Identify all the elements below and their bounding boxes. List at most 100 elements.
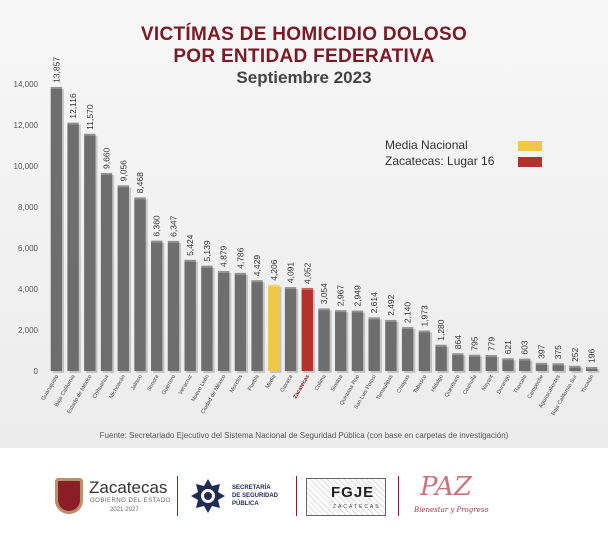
bar-top [385, 319, 397, 322]
bar-top [167, 240, 180, 243]
y-tick-label: 10,000 [14, 162, 39, 171]
category-label: Querétaro [444, 374, 462, 398]
value-label: 4,429 [252, 255, 262, 277]
bar [284, 287, 297, 371]
logo-paz-sub: Bienestar y Progreso [414, 506, 489, 514]
bar [201, 265, 213, 371]
bar-top [552, 363, 564, 366]
value-label: 2,614 [369, 292, 379, 314]
logo-zacatecas-name: Zacatecas [89, 478, 168, 497]
y-tick-label: 6,000 [18, 244, 39, 253]
logo-ssp-line1: SECRETARÍA [232, 485, 271, 491]
value-label: 13,857 [51, 57, 61, 83]
legend-item-average: Media Nacional [385, 138, 468, 152]
zacatecas-shield-icon [55, 478, 83, 514]
value-label: 8,468 [135, 172, 145, 194]
value-label: 252 [570, 347, 580, 361]
y-tick-label: 8,000 [18, 203, 39, 212]
value-label: 4,786 [235, 247, 245, 269]
bar-top [234, 272, 247, 275]
value-label: 5,424 [185, 234, 195, 256]
bar-top [452, 353, 464, 356]
logo-ssp-line2: DE SEGURIDAD [232, 493, 279, 499]
bar-top [335, 310, 347, 313]
value-label: 6,347 [168, 215, 178, 237]
bar-top [519, 358, 531, 361]
category-label: Chihuahua [92, 373, 111, 400]
bar-top [284, 287, 297, 290]
bar-top [134, 197, 146, 200]
category-label: Jalisco [130, 374, 144, 392]
police-badge-icon [191, 479, 225, 513]
bar [502, 358, 514, 371]
bar [151, 240, 163, 371]
bar [435, 344, 447, 371]
bar [351, 310, 364, 371]
bar [50, 86, 63, 371]
category-label: Oaxaca [280, 373, 295, 393]
bar-top [318, 308, 330, 311]
bar [335, 310, 347, 371]
bar [217, 270, 230, 371]
bar-top [151, 240, 163, 243]
bar-top [217, 270, 230, 273]
bar [385, 319, 397, 371]
category-label: Hidalgo [430, 374, 445, 393]
value-label: 2,140 [403, 302, 413, 324]
bar-top [100, 172, 113, 175]
value-label: 397 [536, 344, 546, 358]
y-tick-label: 4,000 [18, 285, 39, 294]
fgje-logo-icon [306, 478, 386, 516]
y-tick-label: 2,000 [18, 326, 39, 335]
value-label: 779 [486, 337, 496, 351]
bar-top [67, 122, 79, 125]
bar-top [301, 287, 313, 290]
source-note: Fuente: Secretariado Ejecutivo del Siste… [99, 431, 509, 440]
bar-top [535, 362, 548, 365]
category-label: Nayarit [481, 374, 495, 392]
y-tick-label: 14,000 [14, 80, 39, 89]
category-label: Tlaxcala [513, 373, 529, 395]
divider [177, 476, 178, 516]
bar [184, 259, 196, 371]
value-label: 603 [520, 340, 530, 354]
value-label: 12,116 [68, 93, 78, 119]
chart-title-line2: POR ENTIDAD FEDERATIVA [173, 46, 435, 67]
y-tick-label: 12,000 [14, 121, 39, 130]
bar-top [201, 265, 213, 268]
bar [234, 272, 247, 371]
value-label: 2,949 [352, 285, 362, 307]
bar [167, 240, 180, 371]
category-label: Sinaloa [330, 373, 345, 393]
bar [67, 122, 79, 371]
y-tick-label: 0 [34, 367, 39, 376]
bar-chart: 0 2,000 4,000 6,000 8,000 10,000 12,000 14,000 1… [14, 57, 600, 417]
bar-top [485, 355, 497, 358]
bar [401, 327, 414, 371]
bar-top [401, 327, 414, 330]
category-label: Sonora [146, 373, 161, 392]
category-label: Michoacán [109, 374, 128, 400]
category-label: Puebla [247, 373, 261, 392]
category-label: Tabasco [413, 374, 428, 395]
bar [368, 317, 380, 371]
bar [569, 365, 581, 371]
legend-label-highlight: Zacatecas: Lugar 16 [385, 154, 495, 168]
bar-top [468, 354, 481, 357]
bar [535, 362, 548, 371]
value-label: 1,280 [436, 319, 446, 341]
value-label: 4,206 [269, 259, 279, 281]
bar-top [569, 365, 581, 368]
category-label: Guerrero [161, 374, 177, 396]
category-label: Tamaulipas [376, 374, 395, 401]
value-label: 9,056 [118, 160, 128, 182]
value-label: 864 [453, 335, 463, 349]
value-label: 795 [470, 336, 480, 350]
bar [418, 330, 431, 371]
value-label: 1,973 [419, 305, 429, 327]
bar [268, 284, 280, 371]
value-label: 5,139 [202, 240, 212, 262]
category-label: Coahuila [462, 373, 479, 396]
legend-swatch-average [518, 141, 542, 151]
logo-zacatecas-years: 2021-2027 [110, 507, 139, 513]
